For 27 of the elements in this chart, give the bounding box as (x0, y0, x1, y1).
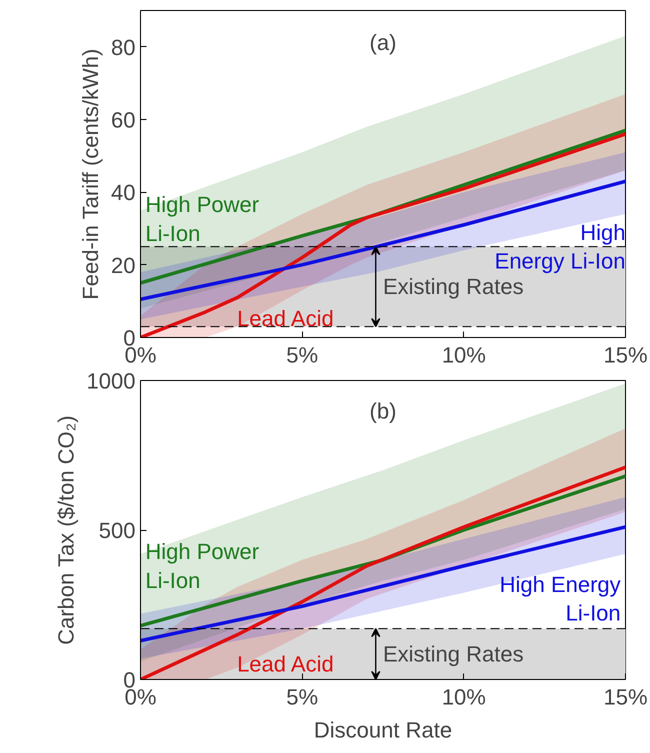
series-label: High Power Li-Ion (145, 539, 260, 593)
y-axis-title: Feed-in Tariff (cents/kWh) (78, 48, 104, 300)
band-label: Existing Rates (383, 274, 524, 300)
band-label: Existing Rates (383, 642, 524, 667)
y-tick-label: 500 (98, 518, 136, 543)
x-tick-label: 15% (603, 342, 648, 368)
x-tick-label: 5% (286, 684, 318, 710)
y-axis-title: Carbon Tax ($/ton CO₂) (54, 415, 79, 645)
y-tick-label: 40 (111, 180, 136, 206)
x-axis-title: Discount Rate (314, 718, 452, 742)
y-tick-label: 1000 (86, 368, 136, 394)
x-tick-label: 10% (442, 684, 486, 710)
annotation: (a) (370, 30, 396, 56)
x-tick-label: 10% (442, 342, 486, 368)
line-series (140, 180, 626, 302)
y-tick-label: 80 (111, 34, 136, 60)
x-tick-label: 5% (286, 342, 318, 368)
series-label: High Energy Li-Ion (494, 220, 626, 274)
y-tick-label: 20 (111, 252, 136, 278)
x-tick-label: 15% (603, 684, 648, 710)
y-tick-label: 60 (111, 108, 136, 132)
series-label: High Power Li-Ion (145, 192, 260, 246)
series-label: Lead Acid (237, 306, 334, 331)
series-label: High Energy Li-Ion (500, 572, 621, 626)
series-label: Lead Acid (237, 652, 334, 677)
line-series (140, 525, 626, 642)
annotation: (b) (370, 398, 396, 424)
